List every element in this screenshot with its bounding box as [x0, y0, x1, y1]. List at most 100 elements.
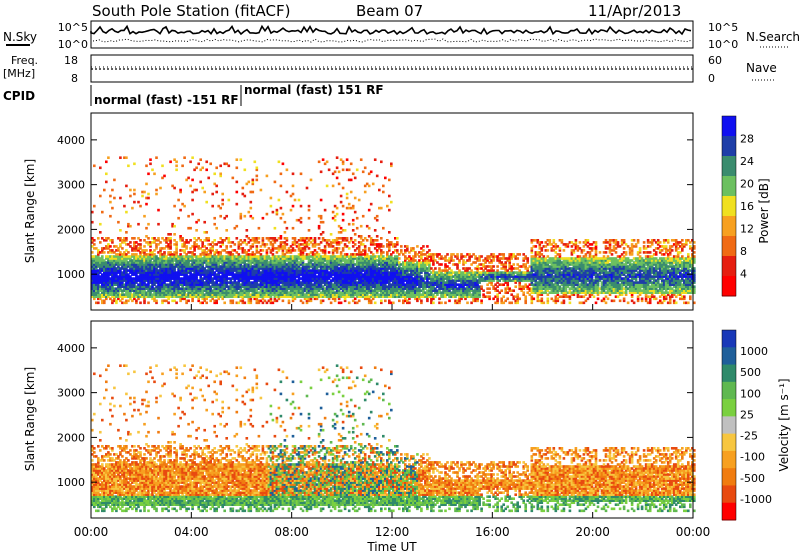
power-cell	[249, 263, 253, 266]
power-cell	[97, 249, 100, 252]
power-cell	[147, 273, 150, 276]
power-cell	[161, 291, 164, 295]
power-cell	[464, 277, 467, 280]
power-cell	[117, 281, 120, 284]
power-cell	[275, 287, 279, 291]
power-cell	[195, 271, 198, 274]
power-cell	[207, 293, 211, 297]
power-cell	[91, 285, 94, 289]
power-cell	[309, 263, 313, 266]
power-cell	[436, 293, 439, 297]
power-cell	[365, 293, 369, 297]
power-cell	[275, 279, 279, 282]
power-cell	[444, 269, 447, 272]
power-cell	[225, 237, 229, 240]
power-cell	[167, 261, 170, 264]
power-cell	[380, 275, 383, 278]
power-cell	[462, 275, 465, 278]
power-cell	[177, 273, 180, 276]
power-cell	[291, 287, 295, 291]
power-cell	[207, 263, 211, 266]
power-cell	[313, 259, 317, 262]
power-cell	[233, 281, 237, 284]
power-cell	[173, 259, 176, 262]
power-cell	[99, 265, 102, 268]
power-cell	[103, 271, 106, 274]
power-cell	[173, 279, 176, 282]
power-cell	[458, 293, 461, 297]
power-cell	[367, 299, 371, 303]
power-cell	[137, 255, 140, 258]
power-cell	[167, 275, 170, 278]
power-cell	[115, 249, 118, 252]
power-cell	[380, 160, 383, 164]
power-cell	[277, 293, 281, 297]
power-cell	[349, 261, 353, 264]
power-cell	[241, 295, 245, 299]
power-cell	[237, 273, 241, 276]
power-cell	[450, 273, 453, 276]
power-cell	[247, 269, 251, 272]
power-cell	[321, 285, 325, 289]
power-cell	[347, 222, 351, 226]
power-cell	[309, 265, 313, 268]
power-cell	[319, 291, 323, 295]
power-cell	[335, 255, 339, 258]
power-cell	[131, 299, 134, 303]
power-cell	[291, 285, 295, 289]
power-cell	[175, 293, 178, 297]
power-cell	[201, 285, 205, 289]
power-cell	[400, 281, 403, 284]
power-cell	[123, 301, 126, 305]
power-cell	[119, 229, 122, 232]
power-cell	[197, 271, 201, 274]
power-cell	[229, 283, 233, 287]
power-cell	[189, 184, 192, 188]
power-cell	[345, 293, 349, 297]
power-cell	[422, 259, 425, 262]
power-cell	[267, 261, 271, 264]
power-cell	[109, 194, 112, 198]
power-cell	[371, 285, 375, 289]
power-cell	[331, 184, 335, 188]
power-cell	[321, 277, 325, 280]
power-cell	[241, 261, 245, 264]
power-cell	[101, 249, 104, 252]
power-cell	[325, 267, 329, 270]
power-cell	[442, 273, 445, 276]
power-cell	[269, 273, 273, 276]
power-cell	[127, 222, 130, 226]
power-cell	[207, 283, 211, 287]
power-cell	[171, 275, 174, 278]
power-cell	[378, 277, 381, 280]
power-cell	[107, 267, 110, 270]
cpid-segment-2: normal (fast) 151 RF	[244, 83, 384, 97]
power-cell	[261, 259, 265, 262]
power-cell	[211, 273, 215, 276]
power-cell	[219, 267, 223, 270]
power-cell	[323, 291, 327, 295]
power-cell	[219, 295, 223, 299]
power-cell	[189, 285, 192, 289]
power-cell	[430, 259, 433, 262]
freq-trace	[91, 66, 693, 70]
power-cell	[91, 251, 94, 254]
power-cell	[440, 291, 443, 295]
power-cell	[181, 273, 184, 276]
power-cell	[207, 267, 211, 270]
power-cell	[217, 277, 221, 280]
power-cell	[201, 241, 205, 244]
power-cell	[123, 283, 126, 287]
power-cell	[369, 261, 373, 264]
power-cell	[163, 279, 166, 282]
power-cell	[113, 259, 116, 262]
power-cell	[183, 249, 186, 252]
power-cell	[95, 257, 98, 260]
power-cell	[422, 279, 425, 282]
power-cell	[245, 289, 249, 293]
power-cell	[287, 261, 291, 264]
power-cell	[369, 277, 373, 280]
power-cell	[341, 212, 345, 216]
power-cell	[201, 263, 205, 266]
power-cell	[283, 273, 287, 276]
